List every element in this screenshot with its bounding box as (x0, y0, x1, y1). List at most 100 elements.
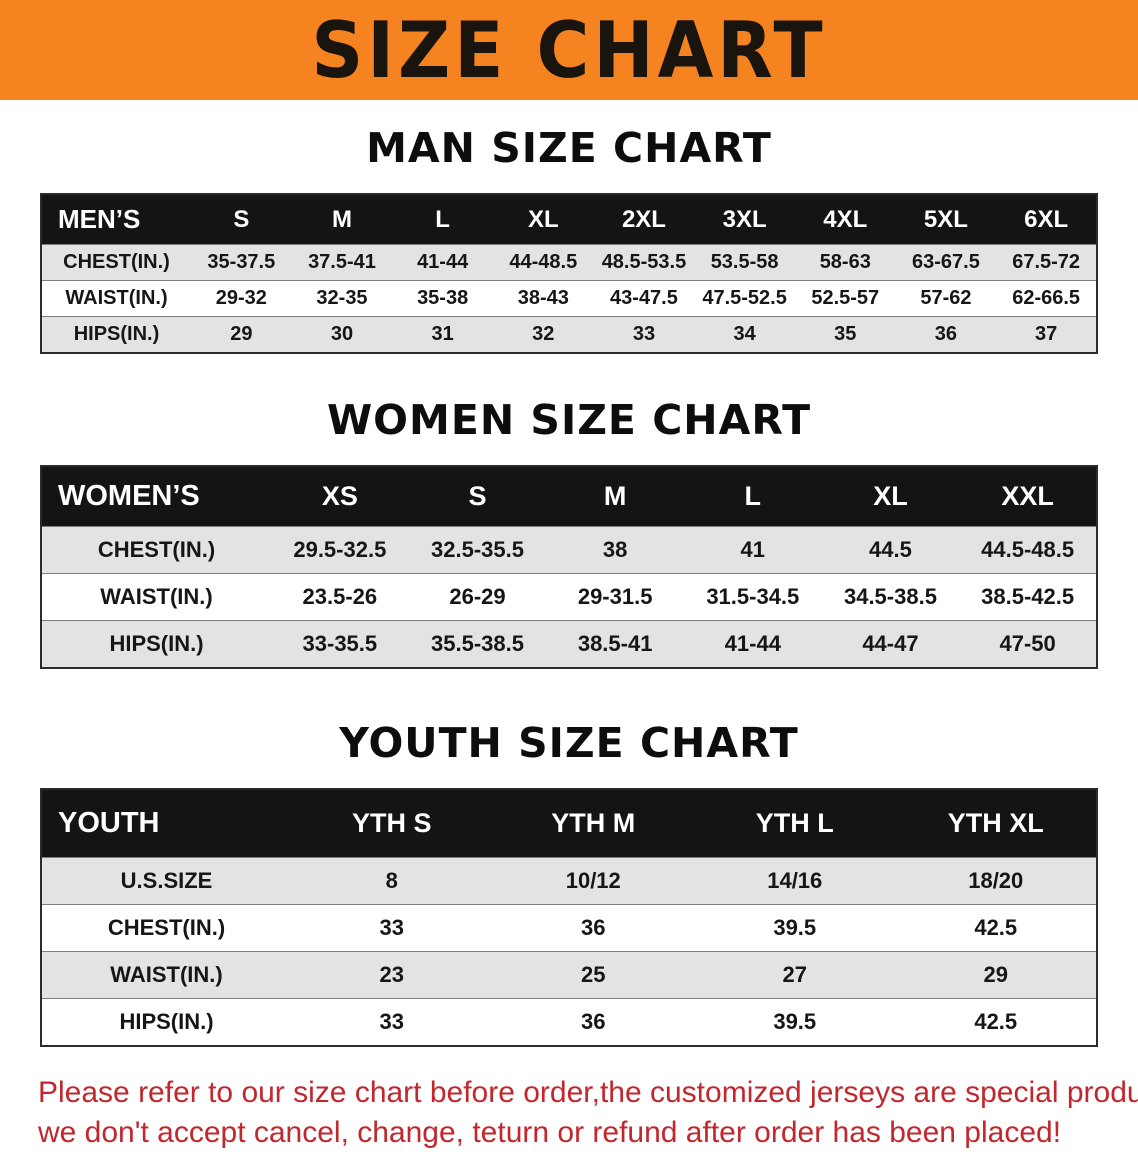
women-cell: 44-47 (821, 620, 960, 669)
youth-cell: 36 (492, 998, 694, 1047)
men-table-body: CHEST(IN.) 35-37.5 37.5-41 41-44 44-48.5 48.5… (41, 244, 1097, 354)
men-cell: 47.5-52.5 (694, 280, 795, 317)
women-row-label: CHEST(IN.) (41, 526, 271, 574)
women-table-row: HIPS(IN.) 33-35.5 35.5-38.5 38.5-41 41-44 44-… (41, 620, 1097, 669)
men-column-header: L (392, 194, 493, 245)
men-cell: 53.5-58 (694, 244, 795, 281)
men-table-row: WAIST(IN.) 29-32 32-35 35-38 38-43 43-47.5 47.… (41, 280, 1097, 317)
youth-row-label: HIPS(IN.) (41, 998, 291, 1047)
women-row-label: HIPS(IN.) (41, 620, 271, 669)
disclaimer-line: Please refer to our size chart before or… (38, 1076, 1138, 1110)
men-cell: 38-43 (492, 280, 594, 317)
men-cell: 52.5-57 (794, 280, 896, 317)
youth-table-row: WAIST(IN.) 23 25 27 29 (41, 951, 1097, 999)
men-cell: 44-48.5 (492, 244, 594, 281)
men-table-header-row: MEN’S S M L XL 2XL 3XL 4XL 5XL 6XL (41, 194, 1097, 245)
men-cell: 57-62 (895, 280, 997, 317)
women-cell: 38 (546, 526, 684, 574)
women-column-header: XS (271, 466, 409, 527)
women-table-row: WAIST(IN.) 23.5-26 26-29 29-31.5 31.5-34.5 34… (41, 573, 1097, 621)
men-row-label: WAIST(IN.) (41, 280, 191, 317)
women-cell: 44.5 (821, 526, 960, 574)
men-size-table: MEN’S S M L XL 2XL 3XL 4XL 5XL 6XL CHEST(IN.) 35-3… (40, 193, 1098, 355)
men-cell: 63-67.5 (895, 244, 997, 281)
women-column-header: L (683, 466, 822, 527)
banner-title: SIZE CHART (311, 4, 827, 96)
youth-cell: 36 (492, 904, 694, 952)
youth-cell: 23 (291, 951, 493, 999)
women-table-header-row: WOMEN’S XS S M L XL XXL (41, 466, 1097, 527)
women-column-header: XXL (959, 466, 1097, 527)
youth-table-corner-label: YOUTH (41, 789, 291, 858)
youth-cell: 8 (291, 857, 493, 905)
youth-column-header: YTH M (492, 789, 694, 858)
men-row-label: CHEST(IN.) (41, 244, 191, 281)
men-cell: 29 (191, 316, 292, 354)
women-table-body: CHEST(IN.) 29.5-32.5 32.5-35.5 38 41 44.5 44.5… (41, 526, 1097, 669)
men-cell: 32-35 (291, 280, 393, 317)
men-cell: 32 (492, 316, 594, 354)
youth-cell: 25 (492, 951, 694, 999)
youth-table-row: U.S.SIZE 8 10/12 14/16 18/20 (41, 857, 1097, 905)
youth-row-label: WAIST(IN.) (41, 951, 291, 999)
youth-cell: 39.5 (694, 998, 896, 1047)
youth-cell: 33 (291, 904, 493, 952)
men-column-header: M (291, 194, 393, 245)
women-table-row: CHEST(IN.) 29.5-32.5 32.5-35.5 38 41 44.5 44.5… (41, 526, 1097, 574)
women-cell: 26-29 (408, 573, 547, 621)
youth-cell: 27 (694, 951, 896, 999)
youth-cell: 33 (291, 998, 493, 1047)
youth-cell: 18/20 (895, 857, 1097, 905)
men-cell: 37 (996, 316, 1097, 354)
disclaimer-line: we don't accept cancel, change, teturn o… (38, 1115, 1062, 1149)
men-cell: 33 (593, 316, 695, 354)
men-column-header: 3XL (694, 194, 795, 245)
women-cell: 29.5-32.5 (271, 526, 409, 574)
men-cell: 30 (291, 316, 393, 354)
women-size-chart-heading: WOMEN SIZE CHART (326, 396, 812, 445)
men-cell: 29-32 (191, 280, 292, 317)
men-column-header: 2XL (593, 194, 695, 245)
men-cell: 43-47.5 (593, 280, 695, 317)
women-cell: 38.5-42.5 (959, 573, 1097, 621)
women-row-label: WAIST(IN.) (41, 573, 271, 621)
men-column-header: 6XL (996, 194, 1097, 245)
men-table-row: HIPS(IN.) 29 30 31 32 33 34 35 36 37 (41, 316, 1097, 354)
disclaimer: Please refer to our size chart before or… (0, 1073, 1138, 1152)
men-column-header: XL (492, 194, 594, 245)
women-cell: 38.5-41 (546, 620, 684, 669)
youth-table-row: HIPS(IN.) 33 36 39.5 42.5 (41, 998, 1097, 1047)
youth-cell: 29 (895, 951, 1097, 999)
women-cell: 23.5-26 (271, 573, 409, 621)
youth-row-label: U.S.SIZE (41, 857, 291, 905)
men-cell: 58-63 (794, 244, 896, 281)
men-cell: 41-44 (392, 244, 493, 281)
youth-table-row: CHEST(IN.) 33 36 39.5 42.5 (41, 904, 1097, 952)
youth-size-table: YOUTH YTH S YTH M YTH L YTH XL U.S.SIZE 8 10/1… (40, 788, 1098, 1048)
women-column-header: XL (821, 466, 960, 527)
youth-column-header: YTH S (291, 789, 493, 858)
women-column-header: S (408, 466, 547, 527)
women-column-header: M (546, 466, 684, 527)
women-cell: 29-31.5 (546, 573, 684, 621)
men-cell: 35-38 (392, 280, 493, 317)
men-cell: 62-66.5 (996, 280, 1097, 317)
youth-cell: 42.5 (895, 904, 1097, 952)
women-size-table: WOMEN’S XS S M L XL XXL CHEST(IN.) 29.5-32.5 32.… (40, 465, 1098, 670)
men-column-header: 4XL (794, 194, 896, 245)
women-cell: 31.5-34.5 (683, 573, 822, 621)
men-cell: 35 (794, 316, 896, 354)
youth-cell: 42.5 (895, 998, 1097, 1047)
youth-table-header-row: YOUTH YTH S YTH M YTH L YTH XL (41, 789, 1097, 858)
youth-size-chart-heading: YOUTH SIZE CHART (339, 719, 799, 768)
youth-table-body: U.S.SIZE 8 10/12 14/16 18/20 CHEST(IN.) 33 36 39… (41, 857, 1097, 1047)
men-cell: 34 (694, 316, 795, 354)
women-cell: 34.5-38.5 (821, 573, 960, 621)
man-size-chart-heading: MAN SIZE CHART (366, 124, 772, 172)
men-cell: 37.5-41 (291, 244, 393, 281)
men-table-corner-label: MEN’S (41, 194, 191, 245)
women-cell: 41-44 (683, 620, 822, 669)
women-table-corner-label: WOMEN’S (41, 466, 271, 527)
women-cell: 41 (683, 526, 822, 574)
men-row-label: HIPS(IN.) (41, 316, 191, 354)
